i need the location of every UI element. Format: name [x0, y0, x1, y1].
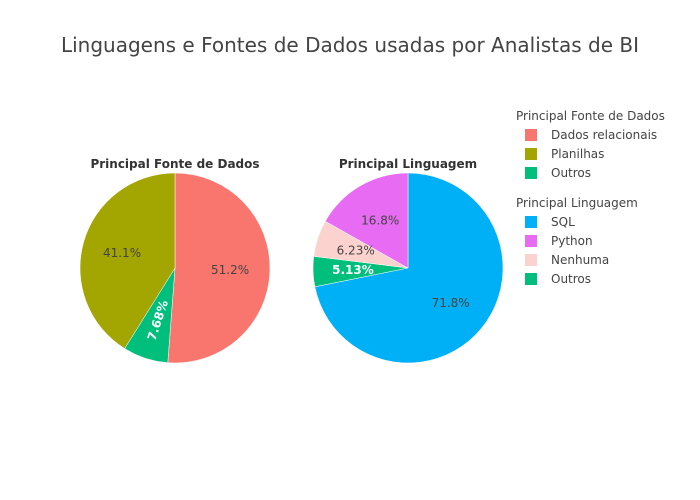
pie-fonte-de-dados-slices: [79, 172, 271, 364]
pie-slice-linguagem-sql[interactable]: [314, 172, 504, 364]
legend-label: Python: [551, 234, 593, 248]
legend-label: Outros: [551, 272, 591, 286]
legend-item-linguagem-nenhuma[interactable]: Nenhuma: [525, 253, 609, 267]
legend-swatch: [525, 167, 537, 179]
pie-linguagem-labels: 71.8% 5.13% 6.23% 16.8%: [332, 213, 470, 309]
pie-slice-linguagem-python[interactable]: [324, 172, 409, 269]
legend: Principal Fonte de Dados Dados relaciona…: [516, 109, 665, 286]
legend-label: Outros: [551, 166, 591, 180]
legend-fonte-de-dados-items: Dados relacionais Planilhas Outros: [525, 128, 657, 180]
legend-swatch: [525, 216, 537, 228]
legend-item-linguagem-python[interactable]: Python: [525, 234, 593, 248]
legend-label: Nenhuma: [551, 253, 609, 267]
pie-slice-label-linguagem-sql: 71.8%: [432, 296, 470, 310]
legend-item-fonte-dados-relacionais[interactable]: Dados relacionais: [525, 128, 657, 142]
pie-slice-label-fonte-planilhas: 41.1%: [103, 246, 141, 260]
legend-item-linguagem-sql[interactable]: SQL: [525, 215, 575, 229]
legend-swatch: [525, 129, 537, 141]
legend-label: Planilhas: [551, 147, 604, 161]
pie-slice-label-linguagem-outros: 5.13%: [332, 263, 374, 277]
pie-fonte-de-dados: Principal Fonte de Dados 51.2%7.68%41.1%: [79, 157, 271, 364]
legend-label: SQL: [551, 215, 575, 229]
pie-linguagem-slices: [312, 172, 504, 364]
legend-linguagem-items: SQL Python Nenhuma Outros: [525, 215, 609, 286]
legend-swatch: [525, 273, 537, 285]
legend-title-fonte-de-dados: Principal Fonte de Dados: [516, 109, 665, 123]
pie-slice-label-linguagem-nenhuma: 6.23%: [337, 244, 375, 258]
legend-item-fonte-outros[interactable]: Outros: [525, 166, 591, 180]
legend-title-linguagem: Principal Linguagem: [516, 196, 638, 210]
pie-slice-fonte-dados-relacionais[interactable]: [167, 172, 271, 364]
legend-item-fonte-planilhas[interactable]: Planilhas: [525, 147, 604, 161]
pie-linguagem-title: Principal Linguagem: [339, 157, 477, 171]
legend-swatch: [525, 254, 537, 266]
pie-slice-label-fonte-dados-relacionais: 51.2%: [211, 263, 249, 277]
legend-item-linguagem-outros[interactable]: Outros: [525, 272, 591, 286]
legend-label: Dados relacionais: [551, 128, 657, 142]
pie-slice-label-linguagem-python: 16.8%: [361, 213, 399, 227]
pie-linguagem: Principal Linguagem 71.8% 5.13% 6.23% 16.8%: [312, 157, 504, 364]
pie-fonte-de-dados-title: Principal Fonte de Dados: [90, 157, 259, 171]
chart-title: Linguagens e Fontes de Dados usadas por …: [61, 33, 639, 57]
legend-swatch: [525, 235, 537, 247]
pie-slice-fonte-planilhas[interactable]: [79, 172, 176, 349]
legend-swatch: [525, 148, 537, 160]
